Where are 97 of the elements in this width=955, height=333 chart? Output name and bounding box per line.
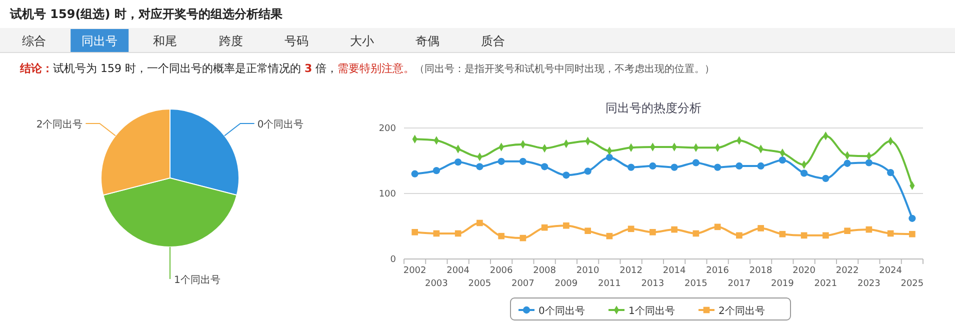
point [411,170,418,178]
x-tick-label: 2007 [511,279,534,289]
point [584,228,591,234]
legend-label: 1个同出号 [628,305,675,317]
slice-label: 1个同出号 [174,274,220,286]
category-label: 综合 [22,34,46,48]
x-tick-label: 2006 [490,266,514,276]
point [778,156,786,164]
point [670,164,678,171]
point [887,230,894,237]
x-tick-label: 2016 [706,266,730,276]
point [844,160,851,167]
x-tick-label: 2020 [792,266,816,276]
point [844,228,850,234]
point [454,230,462,237]
y-tick-label: 0 [390,254,396,265]
text: （同出号：是指开奖号和试机号中同时出现，不考虑出现的位置。） [414,63,715,75]
point [563,222,570,229]
category-label: 大小 [350,34,374,48]
point [692,159,700,166]
x-tick-label: 2024 [879,266,902,276]
category-label: 跨度 [218,34,243,48]
point [714,224,721,230]
category-label: 号码 [284,34,308,48]
point [736,162,743,170]
x-tick-label: 2005 [468,279,492,289]
point [606,232,613,240]
slice-label: 2个同出号 [36,118,83,130]
point [498,158,505,165]
x-tick-label: 2012 [620,266,643,276]
point [519,158,527,165]
x-tick-label: 2010 [576,266,600,276]
point [692,230,700,237]
point [649,162,656,170]
x-tick-label: 2025 [900,279,924,289]
x-tick-label: 2003 [424,279,448,289]
point [627,164,635,171]
point [779,230,786,238]
point [454,158,462,166]
point [562,172,570,179]
x-tick-label: 2004 [446,266,470,276]
point [886,168,894,176]
point [412,228,418,236]
point [498,232,504,240]
category-label: 和尾 [153,34,178,48]
slice-label: 0个同出号 [257,118,304,130]
text: 试机号 159(组选) 时，对应开奖号的组选分析结果 [9,7,284,21]
text: 倍， [312,62,338,75]
point [908,214,916,222]
point [541,224,548,231]
legend-label: 0个同出号 [538,305,585,317]
x-tick-label: 2023 [857,279,880,289]
point [584,168,592,175]
point [671,226,678,233]
x-tick-label: 2011 [598,279,621,289]
x-tick-label: 2002 [403,266,426,276]
point [866,226,872,233]
point [432,167,440,174]
point [628,226,634,232]
point [606,154,614,162]
x-tick-label: 2008 [533,266,556,276]
point [736,232,742,239]
point [909,230,916,238]
x-tick-label: 2014 [662,266,686,276]
y-tick-label: 200 [378,124,396,134]
point [758,225,764,232]
point [520,234,526,242]
x-tick-label: 2019 [770,279,794,289]
category-label: 质合 [481,34,506,48]
x-tick-label: 2021 [814,279,838,289]
category-label: 奇偶 [416,34,440,48]
category-label: 同出号 [82,34,118,48]
point [865,159,873,166]
legend-label: 2个同出号 [718,305,765,317]
point [800,170,808,177]
y-tick-label: 100 [378,189,396,200]
point [476,163,484,170]
x-tick-label: 2017 [728,279,751,289]
point [433,230,440,237]
x-tick-label: 2009 [554,279,578,289]
x-tick-label: 2022 [836,266,859,276]
point [822,232,829,239]
text: 结论： [19,62,53,75]
point [822,174,830,182]
x-tick-label: 2013 [641,279,664,289]
text: 需要特别注意。 [338,62,415,75]
point [476,220,483,226]
text: 试机号为 159 时，一个同出号的概率是正常情况的 [53,62,304,75]
x-tick-label: 2018 [749,266,773,276]
text: 3 [304,62,312,75]
x-tick-label: 2015 [684,279,708,289]
point [714,164,722,171]
point [800,232,808,239]
point [757,162,764,170]
point [540,163,548,170]
point [650,228,656,236]
chart-title: 同出号的热度分析 [606,101,702,115]
